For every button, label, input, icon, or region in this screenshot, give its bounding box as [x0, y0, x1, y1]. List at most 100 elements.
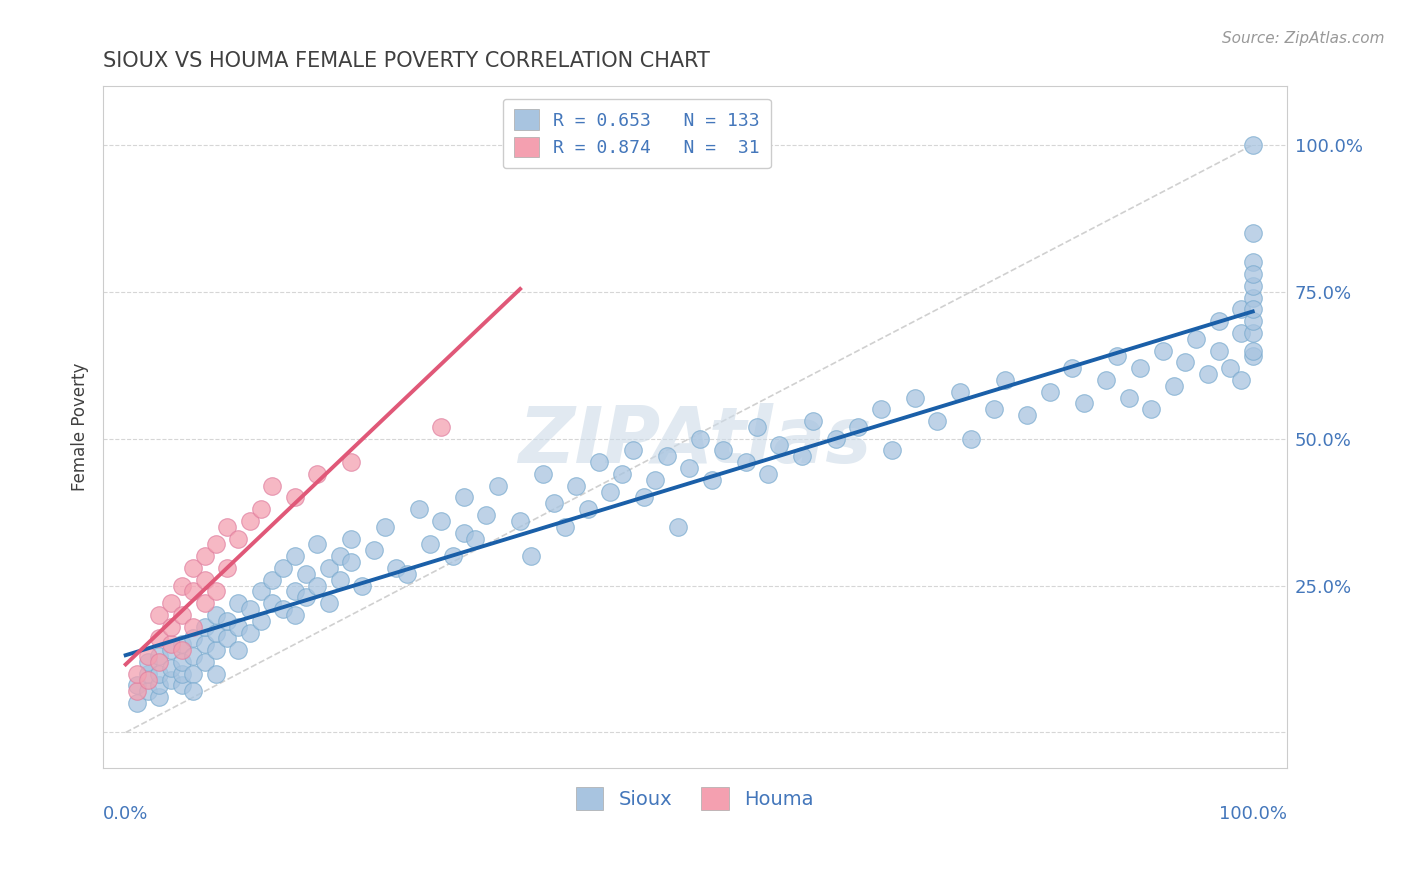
Point	[262, 596, 284, 610]
Point	[396, 566, 419, 581]
Point	[239, 514, 262, 528]
Point	[610, 467, 633, 481]
Point	[295, 566, 318, 581]
Point	[1095, 373, 1118, 387]
Point	[125, 678, 148, 692]
Legend: Sioux, Houma: Sioux, Houma	[567, 778, 824, 820]
Point	[148, 666, 170, 681]
Text: 100.0%: 100.0%	[1219, 805, 1286, 823]
Point	[1118, 391, 1140, 405]
Point	[1241, 267, 1264, 281]
Point	[927, 414, 949, 428]
Point	[486, 478, 509, 492]
Point	[1129, 361, 1152, 376]
Point	[655, 450, 678, 464]
Point	[1039, 384, 1062, 399]
Point	[1208, 343, 1230, 358]
Point	[205, 666, 228, 681]
Point	[193, 549, 215, 564]
Point	[170, 643, 193, 657]
Point	[340, 555, 363, 569]
Point	[329, 573, 352, 587]
Point	[1163, 378, 1185, 392]
Point	[756, 467, 779, 481]
Point	[1241, 326, 1264, 340]
Point	[273, 561, 295, 575]
Point	[734, 455, 756, 469]
Point	[509, 514, 531, 528]
Point	[205, 607, 228, 622]
Point	[148, 648, 170, 663]
Point	[284, 607, 307, 622]
Point	[531, 467, 554, 481]
Point	[148, 690, 170, 705]
Point	[193, 620, 215, 634]
Point	[1241, 291, 1264, 305]
Point	[193, 637, 215, 651]
Point	[745, 420, 768, 434]
Point	[1185, 332, 1208, 346]
Point	[543, 496, 565, 510]
Point	[159, 661, 181, 675]
Point	[284, 584, 307, 599]
Point	[453, 525, 475, 540]
Point	[181, 620, 204, 634]
Point	[125, 666, 148, 681]
Point	[205, 643, 228, 657]
Point	[554, 520, 576, 534]
Point	[181, 666, 204, 681]
Point	[181, 684, 204, 698]
Point	[633, 491, 655, 505]
Point	[768, 437, 790, 451]
Point	[170, 607, 193, 622]
Point	[1152, 343, 1174, 358]
Point	[228, 643, 250, 657]
Point	[159, 596, 181, 610]
Point	[576, 502, 599, 516]
Point	[666, 520, 689, 534]
Point	[136, 673, 159, 687]
Point	[159, 673, 181, 687]
Point	[790, 450, 813, 464]
Point	[1241, 350, 1264, 364]
Point	[181, 584, 204, 599]
Point	[284, 491, 307, 505]
Point	[1230, 373, 1253, 387]
Point	[217, 632, 239, 646]
Point	[193, 596, 215, 610]
Point	[599, 484, 621, 499]
Point	[340, 455, 363, 469]
Point	[801, 414, 824, 428]
Point	[960, 432, 983, 446]
Point	[1197, 367, 1219, 381]
Point	[205, 537, 228, 551]
Point	[700, 473, 723, 487]
Text: 0.0%: 0.0%	[103, 805, 149, 823]
Point	[689, 432, 711, 446]
Point	[217, 614, 239, 628]
Point	[193, 655, 215, 669]
Point	[136, 684, 159, 698]
Point	[1241, 255, 1264, 269]
Point	[159, 637, 181, 651]
Point	[239, 625, 262, 640]
Point	[284, 549, 307, 564]
Point	[385, 561, 408, 575]
Point	[125, 696, 148, 710]
Point	[441, 549, 464, 564]
Point	[205, 625, 228, 640]
Point	[205, 584, 228, 599]
Point	[904, 391, 927, 405]
Point	[125, 684, 148, 698]
Point	[621, 443, 644, 458]
Point	[1241, 314, 1264, 328]
Point	[148, 678, 170, 692]
Point	[340, 532, 363, 546]
Point	[588, 455, 610, 469]
Point	[159, 643, 181, 657]
Point	[250, 584, 273, 599]
Point	[678, 461, 700, 475]
Point	[148, 655, 170, 669]
Point	[181, 648, 204, 663]
Point	[1230, 326, 1253, 340]
